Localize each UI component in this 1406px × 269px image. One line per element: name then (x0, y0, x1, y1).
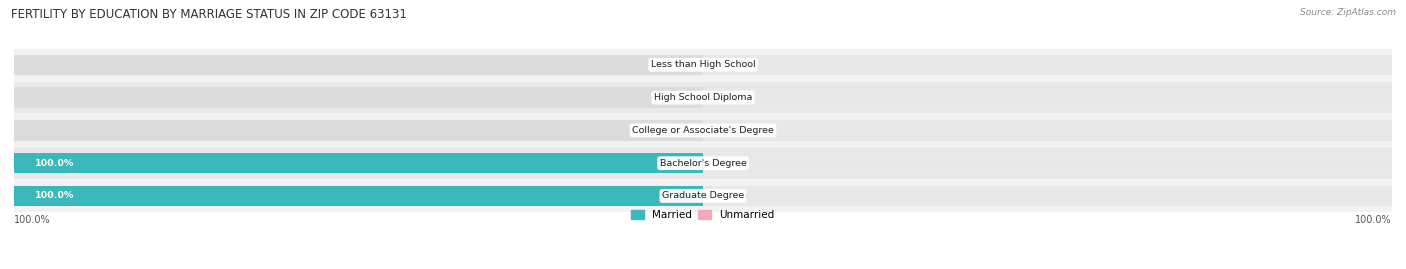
Text: College or Associate's Degree: College or Associate's Degree (633, 126, 773, 135)
Text: Source: ZipAtlas.com: Source: ZipAtlas.com (1301, 8, 1396, 17)
Bar (703, 55, 1392, 75)
Text: 0.0%: 0.0% (724, 126, 748, 135)
Text: Graduate Degree: Graduate Degree (662, 192, 744, 200)
Bar (703, 186, 1392, 206)
Text: 0.0%: 0.0% (724, 93, 748, 102)
Text: Bachelor's Degree: Bachelor's Degree (659, 159, 747, 168)
Text: 0.0%: 0.0% (724, 192, 748, 200)
Bar (703, 87, 1392, 108)
Text: 0.0%: 0.0% (658, 93, 682, 102)
FancyBboxPatch shape (14, 147, 1392, 179)
Text: 100.0%: 100.0% (14, 215, 51, 225)
Bar (14, 87, 703, 108)
Bar (14, 153, 703, 173)
Text: 100.0%: 100.0% (1355, 215, 1392, 225)
Text: 0.0%: 0.0% (658, 60, 682, 69)
Bar (14, 186, 703, 206)
Text: 0.0%: 0.0% (658, 126, 682, 135)
Bar (14, 153, 703, 173)
FancyBboxPatch shape (14, 49, 1392, 81)
Text: High School Diploma: High School Diploma (654, 93, 752, 102)
Bar (14, 186, 703, 206)
Bar (14, 120, 703, 141)
Text: 0.0%: 0.0% (724, 159, 748, 168)
Bar (703, 153, 1392, 173)
Text: 100.0%: 100.0% (35, 159, 75, 168)
Text: 100.0%: 100.0% (35, 192, 75, 200)
FancyBboxPatch shape (14, 180, 1392, 212)
Legend: Married, Unmarried: Married, Unmarried (627, 206, 779, 224)
Text: FERTILITY BY EDUCATION BY MARRIAGE STATUS IN ZIP CODE 63131: FERTILITY BY EDUCATION BY MARRIAGE STATU… (11, 8, 408, 21)
Bar (14, 55, 703, 75)
Text: Less than High School: Less than High School (651, 60, 755, 69)
FancyBboxPatch shape (14, 82, 1392, 114)
Bar (703, 120, 1392, 141)
Text: 0.0%: 0.0% (724, 60, 748, 69)
FancyBboxPatch shape (14, 114, 1392, 146)
